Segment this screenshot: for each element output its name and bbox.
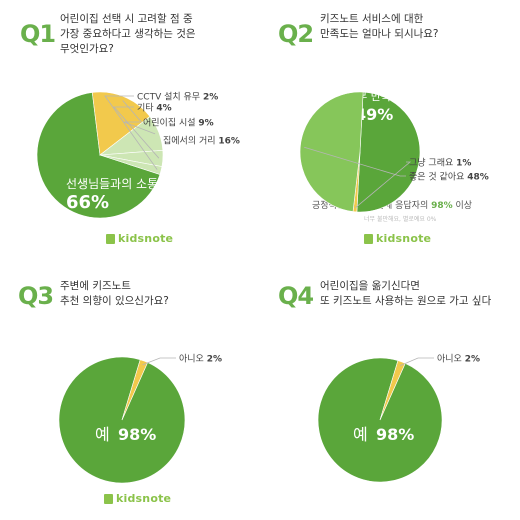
panel-q1: Q1 어린이집 선택 시 고려할 점 중 가장 중요하다고 생각하는 것은 무엇…: [0, 0, 260, 260]
panel-q2: Q2 키즈노트 서비스에 대한 만족도는 얼마나 되시나요? 긍정적인 반응이 …: [260, 0, 520, 260]
negative-note: 너무 불만해요, 별로예요 0%: [364, 216, 437, 223]
brand-name: kidsnote: [116, 492, 172, 505]
question-title: 어린이집을 옮기신다면 또 키즈노트 사용하는 원으로 가고 싶다: [320, 280, 492, 307]
question-number: Q2: [278, 20, 314, 48]
brand-logo: kidsnote: [106, 232, 173, 245]
question-title: 키즈노트 서비스에 대한 만족도는 얼마나 되시나요?: [320, 13, 439, 40]
question-number: Q1: [20, 20, 56, 48]
note-highlight: 98%: [431, 201, 453, 211]
note-prefix: 긍정적인 반응이 전체 응답자의: [312, 201, 429, 211]
question-number: Q3: [18, 282, 54, 310]
brand-name: kidsnote: [376, 232, 432, 245]
note-suffix: 이상: [455, 201, 473, 211]
brand-mark-icon: [106, 233, 115, 244]
brand-name: kidsnote: [118, 232, 174, 245]
positive-note: 긍정적인 반응이 전체 응답자의 98% 이상: [312, 198, 472, 211]
question-number: Q4: [278, 282, 314, 310]
panel-q4: Q4 어린이집을 옮기신다면 또 키즈노트 사용하는 원으로 가고 싶다: [260, 260, 520, 520]
brand-mark-icon: [104, 493, 113, 504]
panel-q3: Q3 주변에 키즈노트 추천 의향이 있으신가요? kidsnote: [0, 260, 260, 520]
question-title: 어린이집 선택 시 고려할 점 중 가장 중요하다고 생각하는 것은 무엇인가요…: [60, 13, 196, 55]
question-title: 주변에 키즈노트 추천 의향이 있으신가요?: [60, 280, 169, 307]
brand-mark-icon: [364, 233, 373, 244]
brand-logo: kidsnote: [104, 492, 171, 505]
brand-logo: kidsnote: [364, 232, 431, 245]
